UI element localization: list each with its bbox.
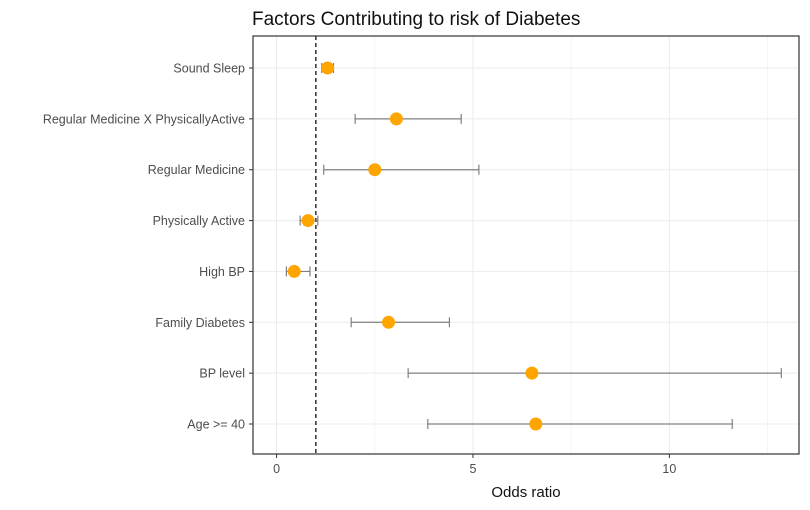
category-label: Regular Medicine	[148, 163, 245, 177]
data-point	[389, 112, 403, 126]
category-labels: Sound Sleep Regular Medicine X Physically…	[43, 62, 253, 432]
data-point	[287, 264, 301, 278]
x-tick-label: 10	[662, 462, 676, 476]
category-label: Sound Sleep	[173, 62, 245, 76]
error-bar	[427, 419, 733, 429]
data-points	[287, 61, 543, 431]
grid-lines	[253, 36, 799, 454]
category-label: Age >= 40	[187, 418, 245, 432]
error-bars	[285, 63, 782, 429]
x-tick-label: 5	[469, 462, 476, 476]
error-bar	[354, 113, 462, 124]
x-axis-title: Odds ratio	[491, 484, 560, 501]
data-point	[382, 315, 396, 329]
category-label: Family Diabetes	[155, 316, 245, 330]
data-point	[321, 61, 335, 75]
chart-title: Factors Contributing to risk of Diabetes	[252, 9, 580, 30]
data-point	[301, 214, 315, 228]
data-point	[529, 417, 543, 431]
error-bar	[407, 368, 782, 379]
data-point	[525, 366, 539, 380]
error-bar	[323, 164, 480, 175]
data-point	[368, 163, 382, 177]
plot-panel-border	[252, 35, 800, 455]
x-tick-label: 0	[273, 462, 280, 476]
x-axis-ticks: 0 5 10	[273, 454, 676, 476]
category-label: Regular Medicine X PhysicallyActive	[43, 112, 245, 126]
category-label: BP level	[199, 367, 245, 381]
category-label: Physically Active	[153, 214, 245, 228]
error-bar	[350, 317, 451, 328]
category-label: High BP	[199, 265, 245, 279]
